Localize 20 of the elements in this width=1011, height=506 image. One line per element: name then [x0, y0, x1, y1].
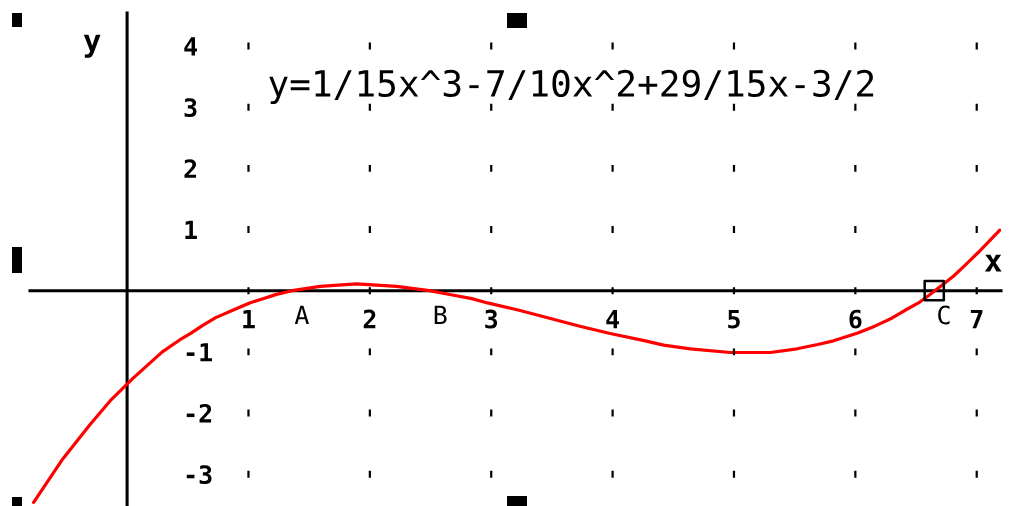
annotation: C [938, 305, 950, 325]
y-tick-label: 2 [184, 159, 197, 178]
annotation: A [294, 305, 309, 325]
x-tick-label: 7 [970, 309, 983, 329]
x-axis-title: x [984, 254, 1002, 272]
x-tick-label: 4 [606, 309, 619, 329]
annotation: B [434, 305, 447, 325]
text: y=1/15x^3-7/10x^2+29/15x-3/2 [269, 69, 874, 105]
y-tick-label: -1 [186, 343, 212, 362]
y-tick-label: -3 [186, 465, 212, 485]
x-tick-label: 1 [243, 309, 255, 329]
y-tick-label: 3 [184, 98, 197, 118]
y-tick-label: 4 [184, 37, 197, 56]
x-tick-label: 5 [728, 309, 740, 329]
y-axis-title: y [83, 34, 101, 58]
x-tick-label: 2 [363, 309, 376, 329]
x-tick-label: 6 [849, 309, 862, 329]
x-tick-label: 3 [485, 309, 498, 329]
y-tick-label: -2 [186, 403, 212, 423]
y-tick-label: 1 [185, 220, 197, 240]
